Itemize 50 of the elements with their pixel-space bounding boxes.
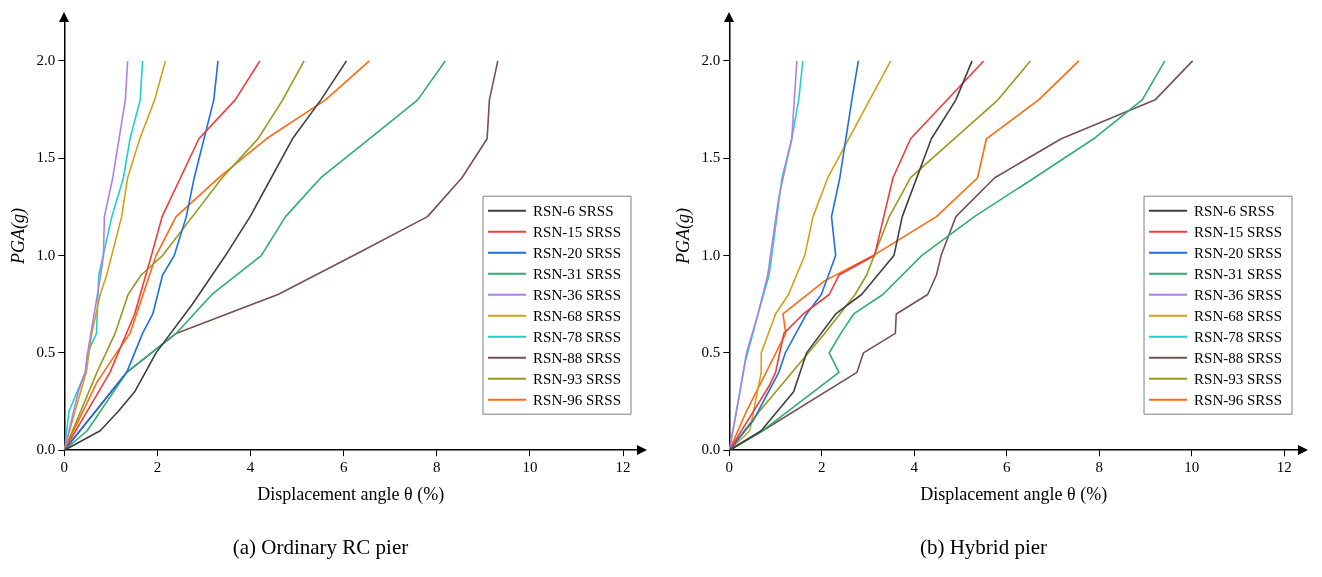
y-tick-label: 0.0: [701, 441, 721, 458]
x-tick-label: 4: [246, 459, 255, 476]
legend-label: RSN-88 SRSS: [1194, 349, 1283, 366]
y-axis-title: PGA(g): [7, 208, 29, 266]
legend-label: RSN-36 SRSS: [1194, 286, 1283, 303]
legend-label: RSN-68 SRSS: [1194, 307, 1283, 324]
y-tick-label: 2.0: [36, 51, 56, 68]
x-tick-label: 12: [1276, 459, 1292, 476]
y-tick-label: 0.5: [36, 343, 56, 360]
legend-label: RSN-15 SRSS: [533, 223, 622, 240]
legend-label: RSN-93 SRSS: [1194, 370, 1283, 387]
legend-label: RSN-68 SRSS: [533, 307, 622, 324]
y-tick-label: 1.0: [36, 246, 56, 263]
y-tick-label: 2.0: [701, 51, 721, 68]
x-tick-label: 4: [910, 459, 919, 476]
legend-label: RSN-88 SRSS: [533, 349, 622, 366]
legend-label: RSN-93 SRSS: [533, 370, 622, 387]
legend-label: RSN-31 SRSS: [1194, 265, 1283, 282]
legend-label: RSN-96 SRSS: [533, 391, 622, 408]
legend-label: RSN-78 SRSS: [533, 328, 622, 345]
legend-label: RSN-20 SRSS: [1194, 244, 1283, 261]
x-tick-label: 8: [1095, 459, 1103, 476]
x-tick-label: 6: [1002, 459, 1011, 476]
legend-label: RSN-6 SRSS: [533, 202, 614, 219]
legend-label: RSN-31 SRSS: [533, 265, 622, 282]
legend-label: RSN-96 SRSS: [1194, 391, 1283, 408]
legend-label: RSN-36 SRSS: [533, 286, 622, 303]
x-tick-label: 8: [433, 459, 441, 476]
y-tick-label: 0.0: [36, 441, 56, 458]
x-tick-label: 2: [153, 459, 162, 476]
x-tick-label: 10: [522, 459, 538, 476]
x-tick-label: 0: [60, 459, 69, 476]
x-tick-label: 0: [725, 459, 734, 476]
y-axis-title: PGA(g): [672, 208, 694, 266]
text: (a) Ordinary RC pier: [232, 534, 409, 559]
y-tick-label: 0.5: [701, 343, 721, 360]
legend-label: RSN-6 SRSS: [1194, 202, 1275, 219]
x-tick-label: 2: [818, 459, 826, 476]
x-axis-title: Displacement angle θ (%): [920, 483, 1108, 505]
y-tick-label: 1.5: [36, 149, 56, 166]
y-tick-label: 1.0: [701, 246, 721, 263]
y-tick-label: 1.5: [701, 149, 721, 166]
x-tick-label: 6: [339, 459, 348, 476]
text: (b) Hybrid pier: [919, 534, 1048, 559]
x-axis-title: Displacement angle θ (%): [257, 483, 445, 505]
x-tick-label: 10: [1184, 459, 1200, 476]
legend-label: RSN-15 SRSS: [1194, 223, 1283, 240]
legend-label: RSN-78 SRSS: [1194, 328, 1283, 345]
x-tick-label: 12: [615, 459, 631, 476]
legend-label: RSN-20 SRSS: [533, 244, 622, 261]
